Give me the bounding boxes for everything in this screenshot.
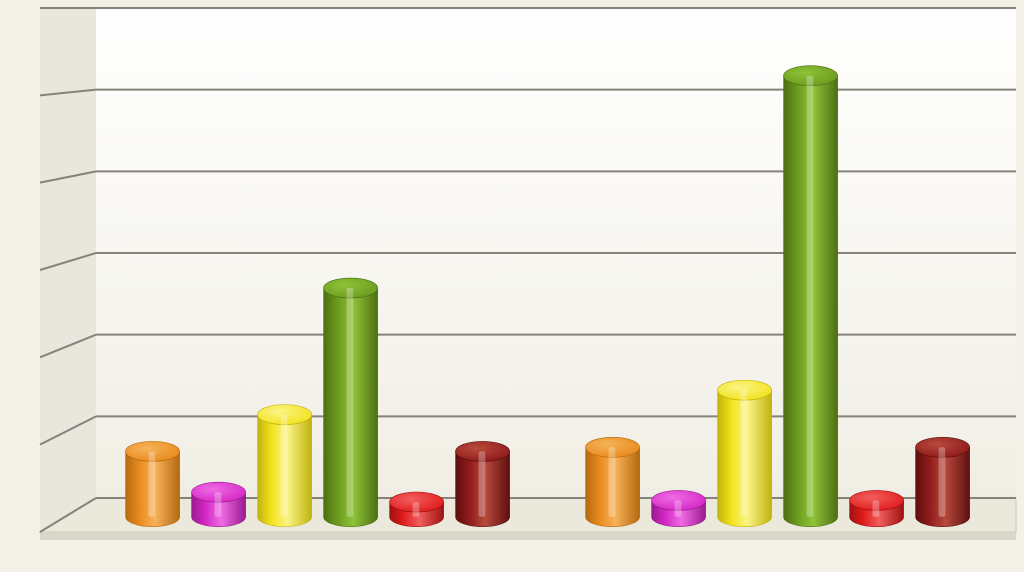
chart-canvas: [0, 0, 1024, 572]
